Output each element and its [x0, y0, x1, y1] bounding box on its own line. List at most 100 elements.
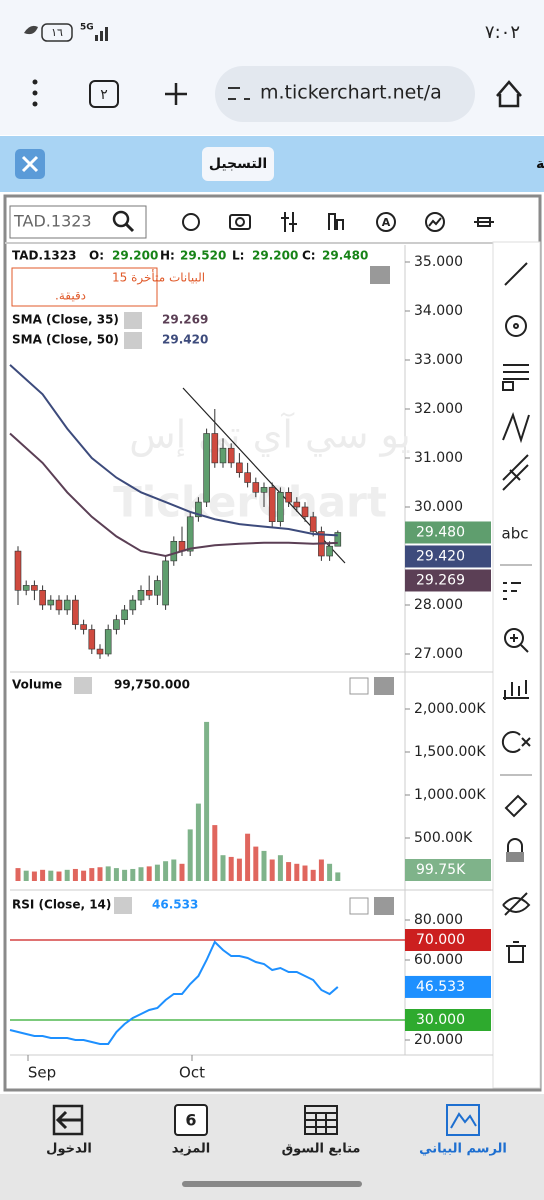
- candle-body: [39, 589, 46, 606]
- volume-bar: [277, 855, 283, 881]
- toolbar-icons[interactable]: [182, 212, 494, 232]
- nav-login[interactable]: [52, 1104, 84, 1136]
- candle-body: [88, 629, 96, 650]
- leaf-icon: [24, 25, 38, 35]
- settings-icon[interactable]: [124, 332, 142, 349]
- candle-body: [63, 599, 71, 611]
- text-tool[interactable]: abc: [502, 525, 529, 543]
- volume-bar: [302, 865, 308, 881]
- candle-body: [162, 560, 169, 606]
- rsi-line: [9, 940, 339, 1045]
- url-bar[interactable]: [215, 66, 475, 122]
- candle-body: [309, 516, 317, 532]
- volume-bar: [294, 863, 300, 881]
- menu-button[interactable]: [32, 79, 38, 107]
- volume-bar: [327, 863, 333, 881]
- ohlc-value: 29.480: [322, 249, 368, 263]
- settings-icon[interactable]: [74, 677, 92, 694]
- volume-bar: [130, 868, 136, 881]
- pane-menu[interactable]: [374, 677, 394, 695]
- candle-body: [219, 447, 227, 464]
- settings-icon[interactable]: [114, 897, 132, 914]
- candle-body: [203, 433, 210, 503]
- nav-more[interactable]: [174, 1104, 208, 1136]
- pane-borders: [10, 245, 493, 1056]
- volume-bar: [204, 721, 210, 881]
- volume-bar: [212, 825, 218, 881]
- sma-line: [9, 364, 338, 537]
- volume-bar: [187, 829, 193, 881]
- pane-max[interactable]: [349, 677, 369, 695]
- drawing-tools[interactable]: [501, 262, 531, 963]
- new-tab[interactable]: [165, 83, 187, 105]
- volume-bar: [318, 859, 324, 881]
- volume-label: Volume: [12, 678, 62, 692]
- volume-tag: [405, 859, 491, 881]
- volume-bar: [236, 858, 242, 881]
- candle-body: [244, 472, 251, 483]
- volume-bar: [15, 868, 21, 881]
- ohlc-value: 29.200: [252, 249, 298, 263]
- price-tag: [405, 521, 491, 544]
- pane-menu[interactable]: [370, 266, 390, 284]
- indicator-label: SMA (Close, 35): [12, 313, 119, 327]
- candle-body: [55, 599, 63, 611]
- volume-bar: [245, 833, 251, 881]
- annotate-icon: A: [382, 216, 391, 229]
- search-icon[interactable]: [112, 210, 130, 228]
- tab-count: ٢: [100, 87, 108, 103]
- candle-body: [154, 580, 161, 596]
- nav-label: المزيد: [172, 1142, 211, 1157]
- home-button[interactable]: [496, 80, 522, 108]
- settings-icon[interactable]: [124, 312, 142, 329]
- ohlc-label: H:: [160, 249, 175, 263]
- candle-body: [236, 462, 243, 473]
- volume-bar: [113, 868, 119, 881]
- volume-bar: [335, 872, 341, 881]
- volume-bar: [48, 870, 54, 881]
- candle-body: [277, 491, 284, 522]
- price-tag-label: 29.420: [416, 548, 465, 564]
- candle-body: [22, 585, 30, 591]
- nav-label: الرسم البياني: [419, 1142, 507, 1157]
- candle-body: [31, 585, 38, 591]
- axis-label: 30.000: [414, 499, 463, 515]
- nav-label: متابع السوق: [282, 1142, 361, 1157]
- tabs-button[interactable]: [89, 80, 119, 108]
- candle-body: [186, 516, 194, 552]
- delay-text: البيانات متأخرة 15: [112, 269, 205, 286]
- nav-label: الدخول: [46, 1142, 92, 1157]
- rsi-level-label: 70.000: [416, 932, 465, 948]
- candle-body: [113, 619, 120, 630]
- pane-max[interactable]: [349, 897, 369, 915]
- volume-bar: [64, 869, 70, 881]
- axis-label: 1,000.00K: [414, 787, 486, 803]
- candle-body: [195, 501, 202, 518]
- volume-bar: [228, 856, 234, 881]
- site-icon: [228, 87, 250, 100]
- axis-label: 1,500.00K: [414, 744, 486, 760]
- indicator-value: 29.420: [162, 333, 208, 347]
- toolbar-sep: [5, 242, 493, 244]
- volume-bar: [122, 869, 128, 881]
- nav-market[interactable]: [304, 1105, 338, 1135]
- volume-tag-label: 99.75K: [416, 862, 466, 878]
- axis-label: 500.00K: [414, 830, 473, 846]
- candle-body: [285, 491, 292, 503]
- volume-bar: [286, 862, 292, 881]
- rsi-level-tag: [405, 929, 491, 951]
- volume-bar: [40, 869, 46, 881]
- battery: [41, 23, 73, 42]
- rsi-label: RSI (Close, 14): [12, 898, 111, 912]
- nav-chart[interactable]: [446, 1104, 480, 1136]
- volume-bar: [97, 867, 103, 881]
- pane-menu[interactable]: [374, 897, 394, 915]
- axis-label: 2,000.00K: [414, 701, 486, 717]
- register-button[interactable]: [202, 147, 274, 181]
- candle-body: [14, 550, 22, 591]
- candle-body: [137, 589, 145, 601]
- candle-body: [227, 447, 235, 464]
- candle-body: [293, 501, 301, 508]
